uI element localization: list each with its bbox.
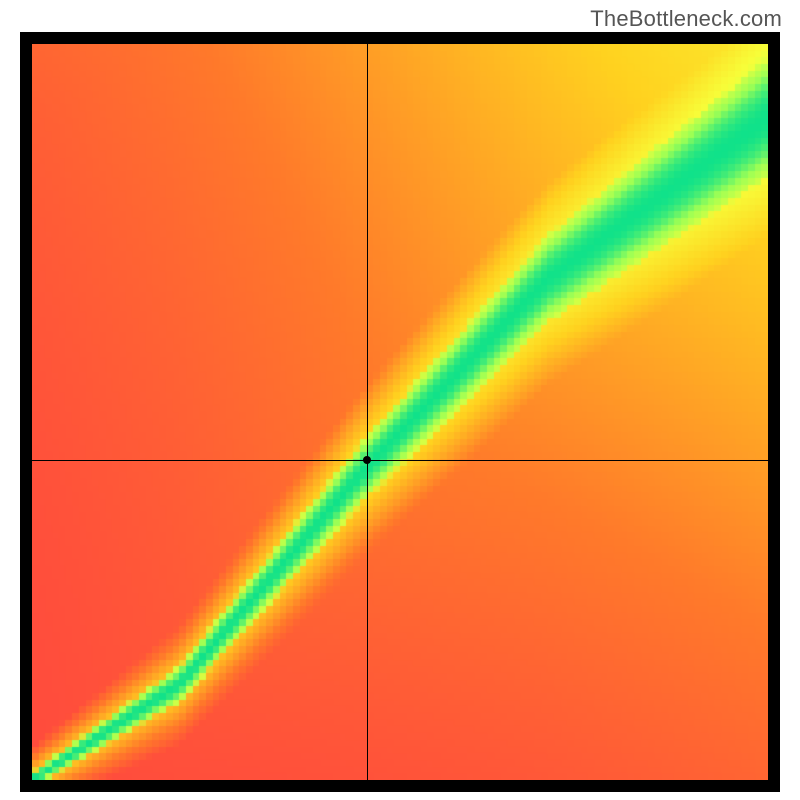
crosshair-horizontal <box>32 460 768 461</box>
watermark-text: TheBottleneck.com <box>590 6 782 32</box>
chart-frame <box>20 32 780 792</box>
crosshair-vertical <box>367 44 368 780</box>
heatmap-plot <box>32 44 768 780</box>
heatmap-canvas <box>32 44 768 780</box>
marker-point <box>363 456 371 464</box>
